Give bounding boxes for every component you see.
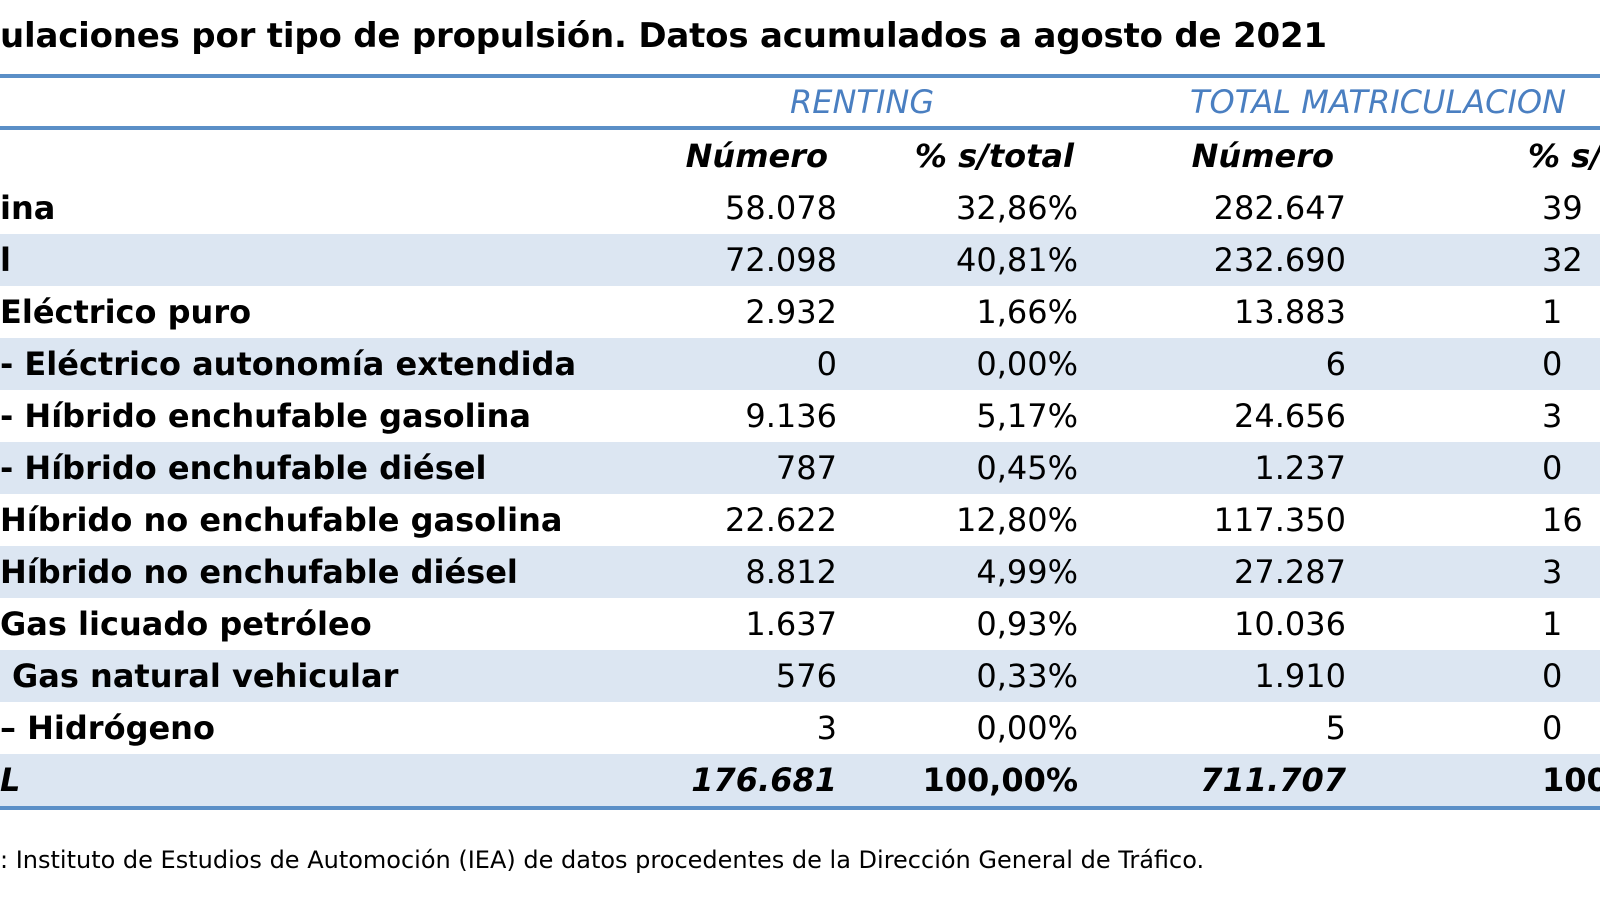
table-row: - Eléctrico autonomía extendida 0 0,00% …	[0, 338, 1600, 390]
top-rule	[0, 74, 1600, 78]
row-label: ina	[0, 189, 56, 227]
group-header-renting: RENTING	[790, 83, 935, 121]
total-pct: 1	[1542, 293, 1563, 331]
table-row: l 72.098 40,81% 232.690 32	[0, 234, 1600, 286]
total-pct: 16	[1542, 501, 1583, 539]
row-label: L	[0, 761, 21, 799]
bottom-rule	[0, 806, 1600, 810]
renting-pct: 100,00%	[922, 761, 1078, 799]
row-label: Gas natural vehicular	[12, 657, 399, 695]
total-numero: 10.036	[1234, 605, 1346, 643]
total-numero: 6	[1325, 345, 1346, 383]
table-row: Eléctrico puro 2.932 1,66% 13.883 1	[0, 286, 1600, 338]
renting-numero: 576	[775, 657, 837, 695]
renting-numero: 9.136	[745, 397, 837, 435]
table-row: – Hidrógeno 3 0,00% 5 0	[0, 702, 1600, 754]
total-pct: 0	[1542, 345, 1563, 383]
total-pct: 32	[1542, 241, 1583, 279]
renting-numero: 1.637	[745, 605, 837, 643]
total-numero: 1.237	[1254, 449, 1346, 487]
column-header-total-numero: Número	[1191, 137, 1334, 175]
renting-numero: 2.932	[745, 293, 837, 331]
renting-numero: 3	[816, 709, 837, 747]
table-row: - Híbrido enchufable gasolina 9.136 5,17…	[0, 390, 1600, 442]
total-numero: 24.656	[1234, 397, 1346, 435]
renting-pct: 0,45%	[976, 449, 1078, 487]
total-pct: 0	[1542, 709, 1563, 747]
total-numero: 1.910	[1254, 657, 1346, 695]
renting-pct: 5,17%	[976, 397, 1078, 435]
row-label: Híbrido no enchufable diésel	[0, 553, 518, 591]
renting-pct: 0,33%	[976, 657, 1078, 695]
table-body: ina 58.078 32,86% 282.647 39 l 72.098 40…	[0, 182, 1600, 806]
total-numero: 13.883	[1234, 293, 1346, 331]
total-pct: 3	[1542, 553, 1563, 591]
table-row: Gas natural vehicular 576 0,33% 1.910 0	[0, 650, 1600, 702]
row-label: - Híbrido enchufable gasolina	[0, 397, 531, 435]
renting-pct: 0,00%	[976, 709, 1078, 747]
row-label: Gas licuado petróleo	[0, 605, 372, 643]
renting-pct: 32,86%	[955, 189, 1078, 227]
renting-numero: 787	[775, 449, 837, 487]
renting-numero: 72.098	[725, 241, 837, 279]
total-numero: 117.350	[1213, 501, 1346, 539]
column-header-renting-pct: % s/total	[914, 137, 1074, 175]
group-header-total: TOTAL MATRICULACION	[1190, 83, 1567, 121]
row-label: - Híbrido enchufable diésel	[0, 449, 487, 487]
renting-pct: 1,66%	[976, 293, 1078, 331]
table-row: Gas licuado petróleo 1.637 0,93% 10.036 …	[0, 598, 1600, 650]
total-pct: 0	[1542, 449, 1563, 487]
total-numero: 27.287	[1234, 553, 1346, 591]
row-label: – Hidrógeno	[0, 709, 215, 747]
table-title: ulaciones por tipo de propulsión. Datos …	[0, 16, 1327, 56]
renting-pct: 0,00%	[976, 345, 1078, 383]
renting-pct: 40,81%	[955, 241, 1078, 279]
column-header-total-pct: % s/	[1528, 137, 1600, 175]
renting-numero: 58.078	[725, 189, 837, 227]
row-label: Híbrido no enchufable gasolina	[0, 501, 563, 539]
renting-numero: 22.622	[725, 501, 837, 539]
renting-numero: 176.681	[691, 761, 837, 799]
total-pct: 39	[1542, 189, 1583, 227]
source-note: : Instituto de Estudios de Automoción (I…	[0, 846, 1205, 874]
total-pct: 0	[1542, 657, 1563, 695]
total-numero: 711.707	[1200, 761, 1346, 799]
total-numero: 5	[1325, 709, 1346, 747]
group-rule	[0, 126, 1600, 130]
total-numero: 282.647	[1213, 189, 1346, 227]
renting-numero: 0	[816, 345, 837, 383]
table-row: Híbrido no enchufable gasolina 22.622 12…	[0, 494, 1600, 546]
total-pct: 100	[1542, 761, 1600, 799]
row-label: - Eléctrico autonomía extendida	[0, 345, 577, 383]
total-pct: 1	[1542, 605, 1563, 643]
renting-pct: 4,99%	[976, 553, 1078, 591]
total-numero: 232.690	[1213, 241, 1346, 279]
column-header-renting-numero: Número	[685, 137, 828, 175]
renting-numero: 8.812	[745, 553, 837, 591]
renting-pct: 12,80%	[955, 501, 1078, 539]
table-row: Híbrido no enchufable diésel 8.812 4,99%…	[0, 546, 1600, 598]
total-pct: 3	[1542, 397, 1563, 435]
row-label: Eléctrico puro	[0, 293, 252, 331]
table-row: ina 58.078 32,86% 282.647 39	[0, 182, 1600, 234]
table-row: - Híbrido enchufable diésel 787 0,45% 1.…	[0, 442, 1600, 494]
row-label: l	[0, 241, 11, 279]
table-row-total: L 176.681 100,00% 711.707 100	[0, 754, 1600, 806]
renting-pct: 0,93%	[976, 605, 1078, 643]
